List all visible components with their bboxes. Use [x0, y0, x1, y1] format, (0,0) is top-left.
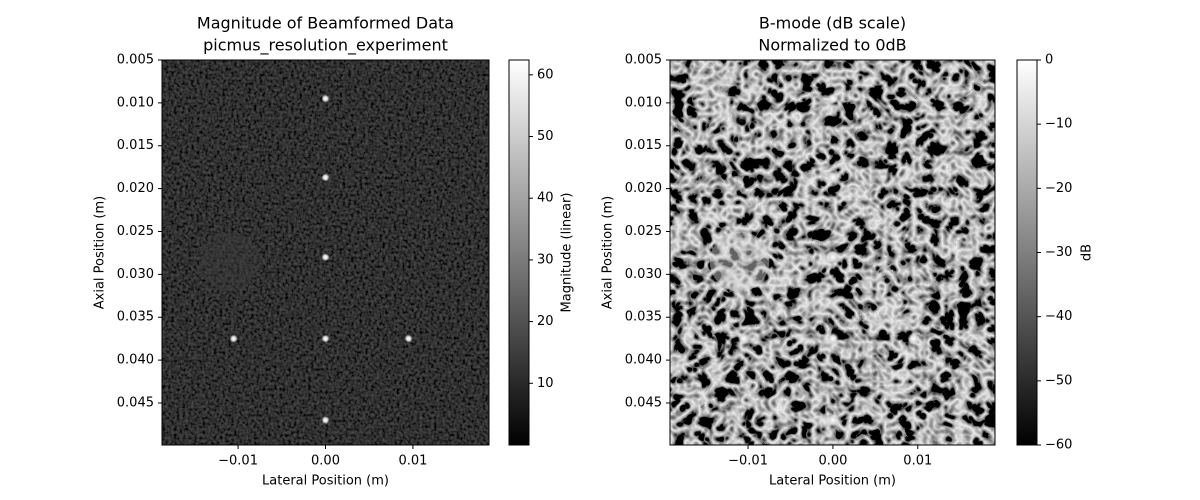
point-target [229, 334, 238, 343]
y-axis-label: Axial Position (m) [93, 196, 108, 309]
point-target [321, 173, 330, 182]
colorbar-tick-label: 50 [537, 129, 554, 144]
x-axis-label: Lateral Position (m) [769, 474, 896, 489]
image [670, 60, 995, 445]
colorbar [508, 59, 530, 446]
chart-title: B-mode (dB scale) [759, 14, 906, 33]
y-tick-label: 0.045 [625, 395, 662, 410]
colorbar-tick-label: −60 [1045, 438, 1072, 453]
colorbar-tick-label: 60 [537, 67, 554, 82]
point-target [826, 414, 839, 427]
chart-title: Magnitude of Beamformed Data [197, 14, 454, 33]
point-target [907, 332, 920, 345]
colorbar-tick-label: 40 [537, 191, 554, 206]
colorbar-tick-label: −50 [1045, 373, 1072, 388]
colorbar-tick-label: 30 [537, 252, 554, 267]
y-tick-label: 0.010 [117, 95, 154, 110]
x-axis-label: Lateral Position (m) [262, 474, 389, 489]
image [162, 60, 489, 445]
point-target [737, 332, 750, 345]
y-tick-label: 0.040 [625, 353, 662, 368]
image-background [162, 60, 489, 445]
x-tick-label: −0.01 [728, 454, 768, 469]
x-tick-label: 0.01 [903, 454, 932, 469]
point-target [826, 332, 839, 345]
x-tick-label: 0.01 [398, 454, 427, 469]
y-tick-label: 0.015 [117, 138, 154, 153]
colorbar-label: dB [1080, 244, 1095, 261]
y-tick-label: 0.015 [625, 138, 662, 153]
colorbar-tick-label: −20 [1045, 181, 1072, 196]
point-target [321, 253, 330, 262]
colorbar [1016, 59, 1038, 446]
point-target [321, 416, 330, 425]
y-tick-label: 0.025 [117, 224, 154, 239]
y-tick-label: 0.035 [625, 310, 662, 325]
y-tick-label: 0.020 [117, 181, 154, 196]
point-target [404, 334, 413, 343]
colorbar-tick-label: 0 [1045, 53, 1053, 68]
x-tick-label: 0.00 [311, 454, 340, 469]
colorbar-tick-label: 20 [537, 314, 554, 329]
colorbar-tick-label: −30 [1045, 245, 1072, 260]
x-tick-label: −0.01 [218, 454, 258, 469]
y-tick-label: 0.030 [625, 267, 662, 282]
y-tick-label: 0.010 [625, 95, 662, 110]
y-tick-label: 0.020 [625, 181, 662, 196]
cyst [709, 231, 770, 292]
y-tick-label: 0.005 [625, 53, 662, 68]
y-tick-label: 0.025 [625, 224, 662, 239]
point-target [826, 171, 839, 184]
chart-subtitle: Normalized to 0dB [758, 36, 906, 55]
y-tick-label: 0.035 [117, 310, 154, 325]
y-tick-label: 0.045 [117, 395, 154, 410]
y-tick-label: 0.040 [117, 353, 154, 368]
point-target [321, 94, 330, 103]
point-target [826, 251, 839, 264]
y-axis-label: Axial Position (m) [601, 196, 616, 309]
y-tick-label: 0.030 [117, 267, 154, 282]
colorbar-label: Magnitude (linear) [560, 193, 575, 313]
colorbar-tick-label: −40 [1045, 309, 1072, 324]
cyst [198, 231, 260, 292]
colorbar-tick-label: −10 [1045, 117, 1072, 132]
point-target [826, 92, 839, 105]
x-tick-label: 0.00 [818, 454, 847, 469]
y-tick-label: 0.005 [117, 53, 154, 68]
colorbar-tick-label: 10 [537, 376, 554, 391]
chart-subtitle: picmus_resolution_experiment [203, 36, 448, 56]
point-target [321, 334, 330, 343]
